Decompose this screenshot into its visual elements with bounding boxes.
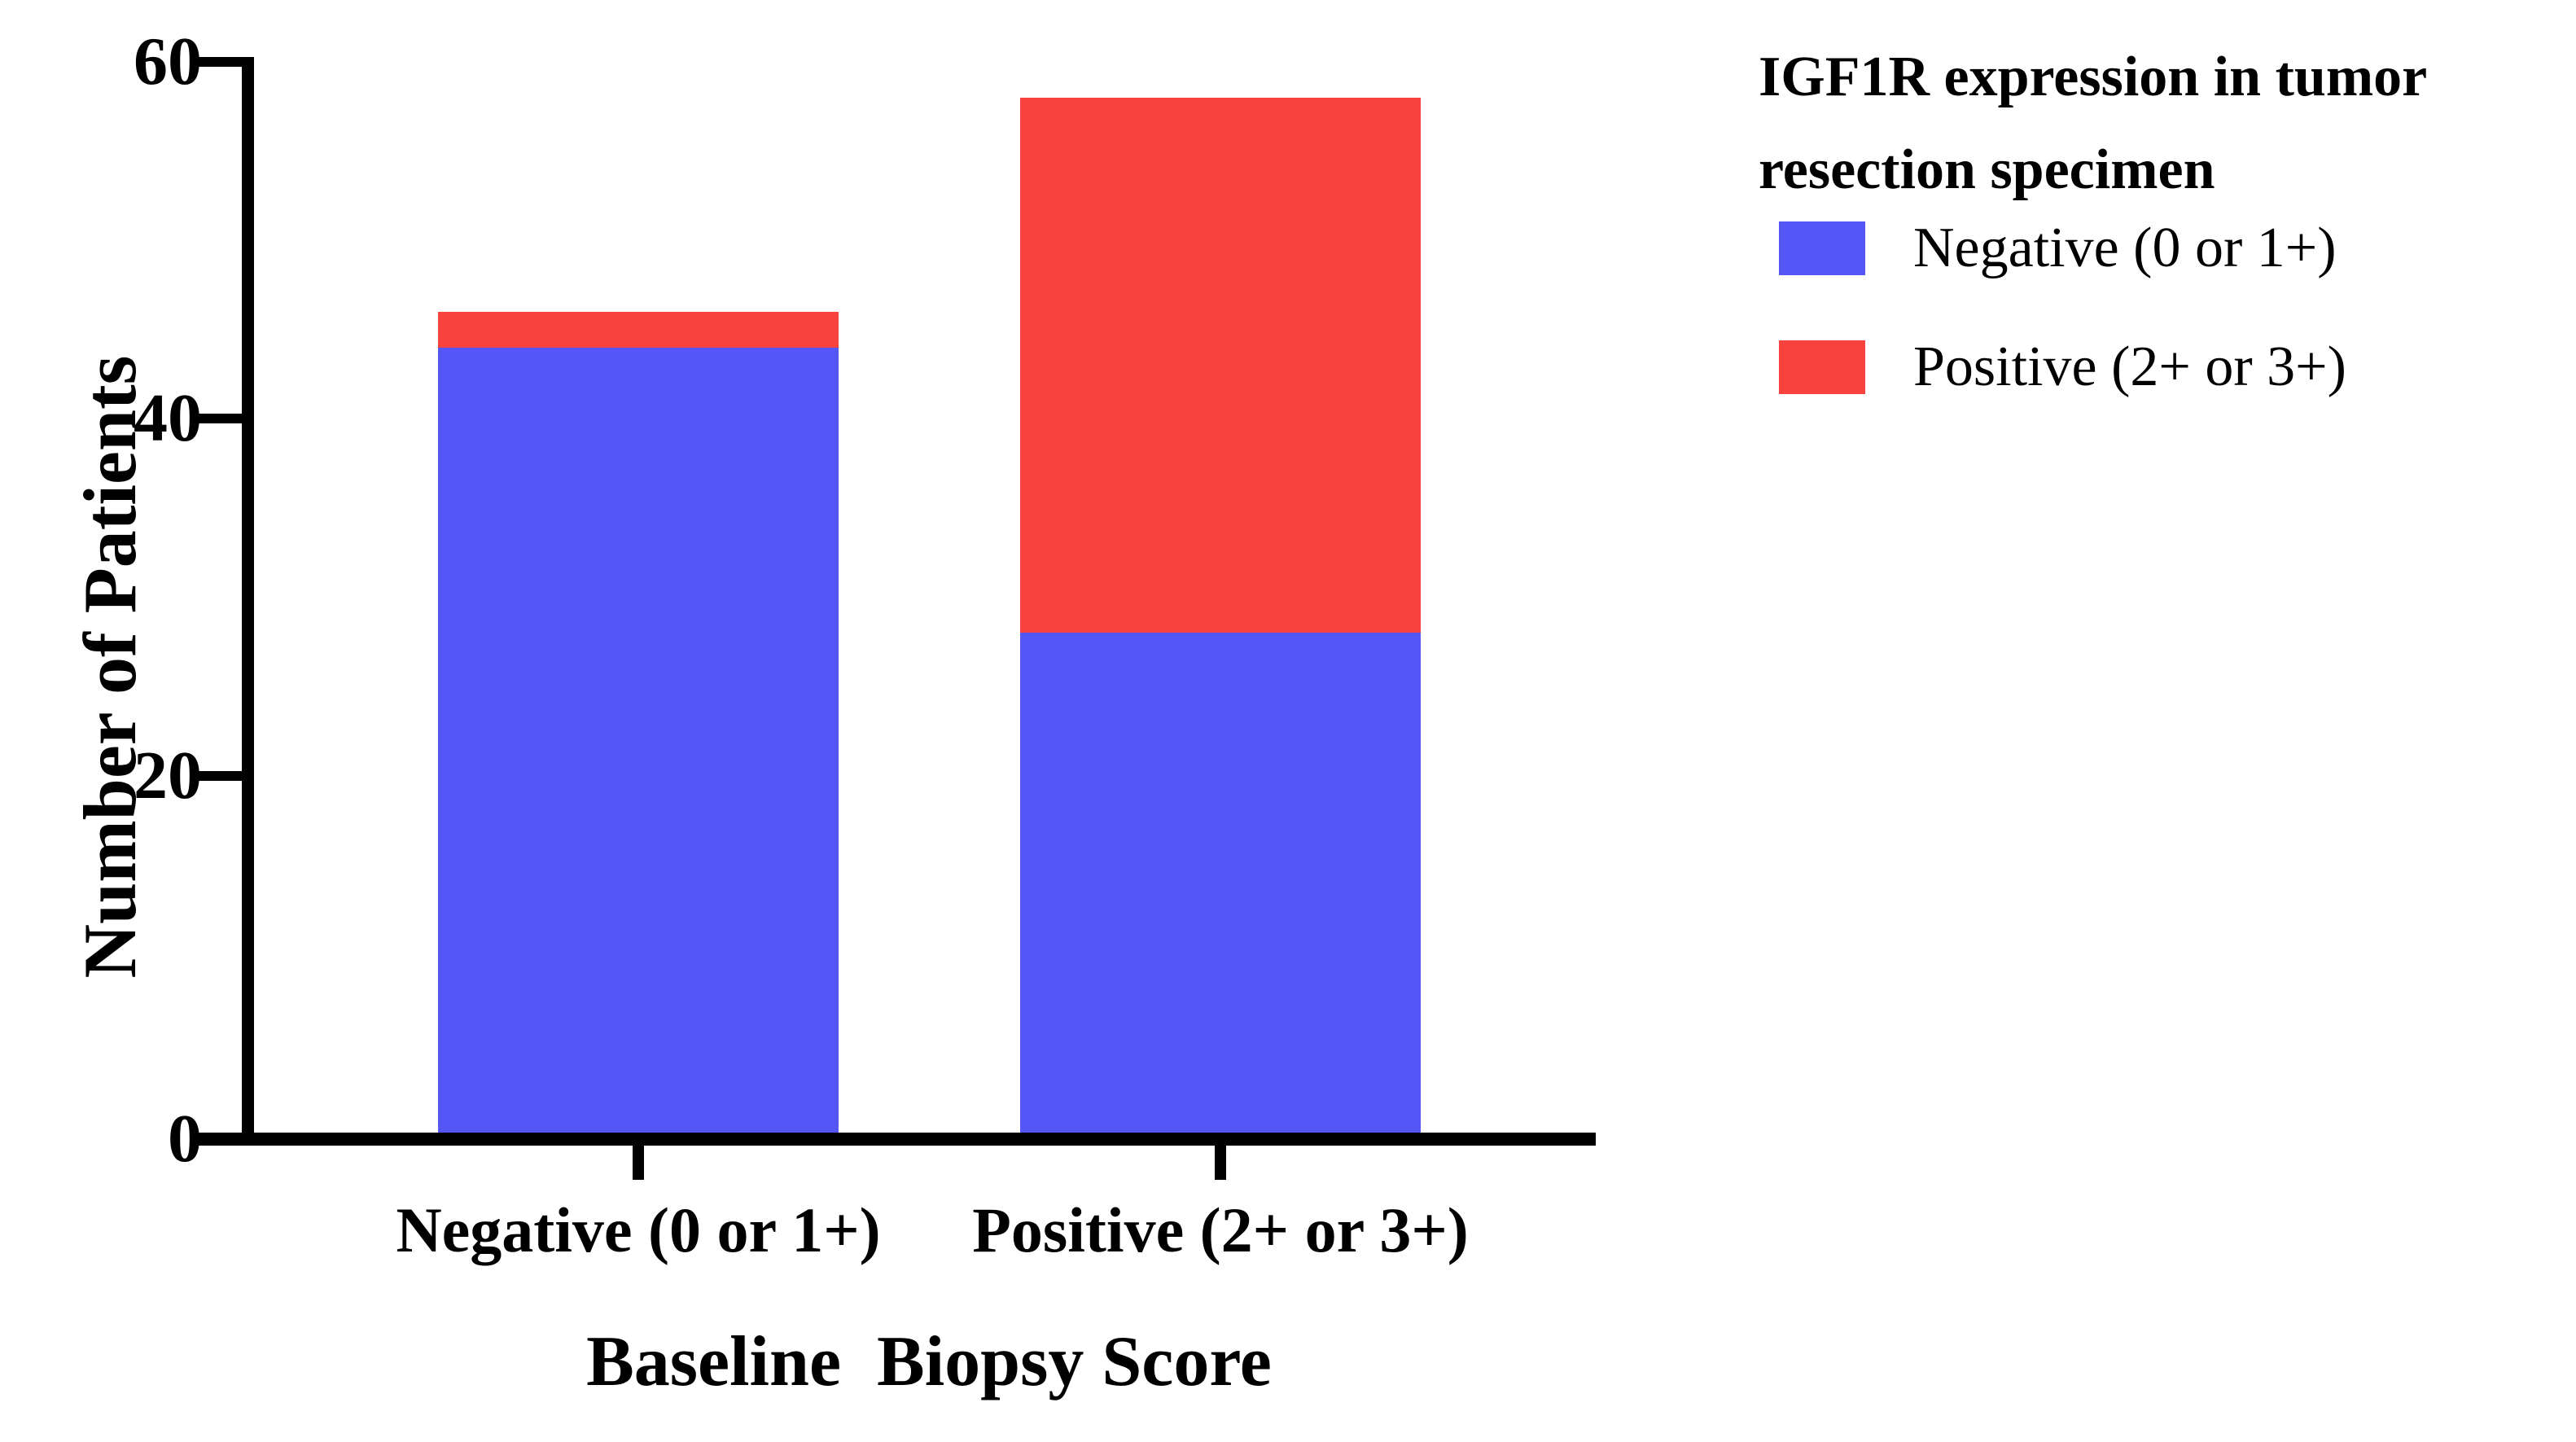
x-tick-mark xyxy=(633,1146,644,1180)
y-tick-label: 20 xyxy=(134,737,202,813)
x-tick-label: Negative (0 or 1+) xyxy=(396,1194,881,1265)
y-axis-title: Number of Patients xyxy=(68,355,151,979)
legend-label: Negative (0 or 1+) xyxy=(1913,217,2337,279)
x-tick-mark xyxy=(1215,1146,1226,1180)
bar-segment xyxy=(438,347,839,1133)
legend-swatch xyxy=(1779,221,1865,275)
legend-title-line-2: resection specimen xyxy=(1759,138,2215,201)
x-axis-title: Baseline Biopsy Score xyxy=(586,1322,1272,1401)
y-tick-label: 0 xyxy=(168,1101,202,1177)
y-tick-label: 60 xyxy=(134,24,202,99)
legend-label: Positive (2+ or 3+) xyxy=(1913,335,2346,398)
bar-segment xyxy=(438,311,839,348)
y-tick-mark xyxy=(197,770,242,781)
legend-title-line-1: IGF1R expression in tumor xyxy=(1759,46,2428,108)
legend-swatch xyxy=(1779,340,1865,394)
x-tick-label: Positive (2+ or 3+) xyxy=(972,1194,1469,1265)
y-axis-line xyxy=(242,57,254,1146)
bar-segment xyxy=(1020,633,1421,1133)
y-tick-label: 40 xyxy=(134,380,202,457)
bar-segment xyxy=(1020,97,1421,633)
y-tick-mark xyxy=(197,414,242,424)
x-axis-line xyxy=(197,1133,1596,1146)
y-tick-mark xyxy=(197,57,242,67)
